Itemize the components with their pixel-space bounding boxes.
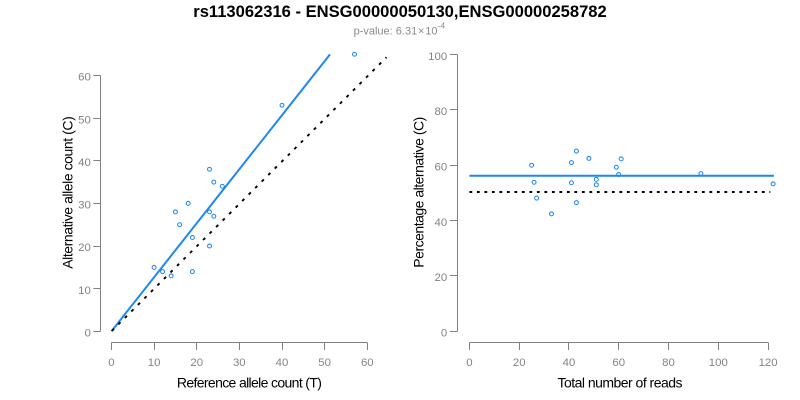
svg-text:20: 20 [190,357,203,369]
svg-text:20: 20 [513,357,526,369]
svg-text:60: 60 [361,357,374,369]
svg-text:rs113062316 - ENSG00000050130,: rs113062316 - ENSG00000050130,ENSG000002… [193,2,607,21]
svg-text:Reference allele count (T): Reference allele count (T) [177,375,322,391]
svg-text:0: 0 [466,357,472,369]
svg-text:Alternative allele count (C): Alternative allele count (C) [59,116,75,269]
svg-text:0: 0 [441,328,447,340]
svg-text:20: 20 [435,272,448,284]
svg-text:100: 100 [428,51,447,63]
svg-text:40: 40 [276,357,289,369]
svg-text:80: 80 [435,106,448,118]
svg-text:30: 30 [233,357,246,369]
svg-text:20: 20 [78,242,91,254]
svg-text:10: 10 [148,357,161,369]
svg-text:10: 10 [78,285,91,297]
svg-text:30: 30 [78,200,91,212]
svg-text:0: 0 [84,328,90,340]
svg-text:Total number of reads: Total number of reads [558,375,683,391]
svg-text:40: 40 [563,357,576,369]
svg-text:0: 0 [108,357,114,369]
svg-text:60: 60 [435,162,448,174]
svg-text:p-value: 6.31×10-4: p-value: 6.31×10-4 [354,21,446,38]
svg-text:80: 80 [662,357,675,369]
svg-text:100: 100 [709,357,728,369]
svg-text:Percentage alternative (C): Percentage alternative (C) [411,117,427,268]
svg-text:60: 60 [78,72,91,84]
svg-text:40: 40 [435,217,448,229]
svg-text:50: 50 [318,357,331,369]
svg-text:40: 40 [78,157,91,169]
svg-text:120: 120 [759,357,778,369]
svg-text:60: 60 [612,357,625,369]
svg-text:50: 50 [78,114,91,126]
